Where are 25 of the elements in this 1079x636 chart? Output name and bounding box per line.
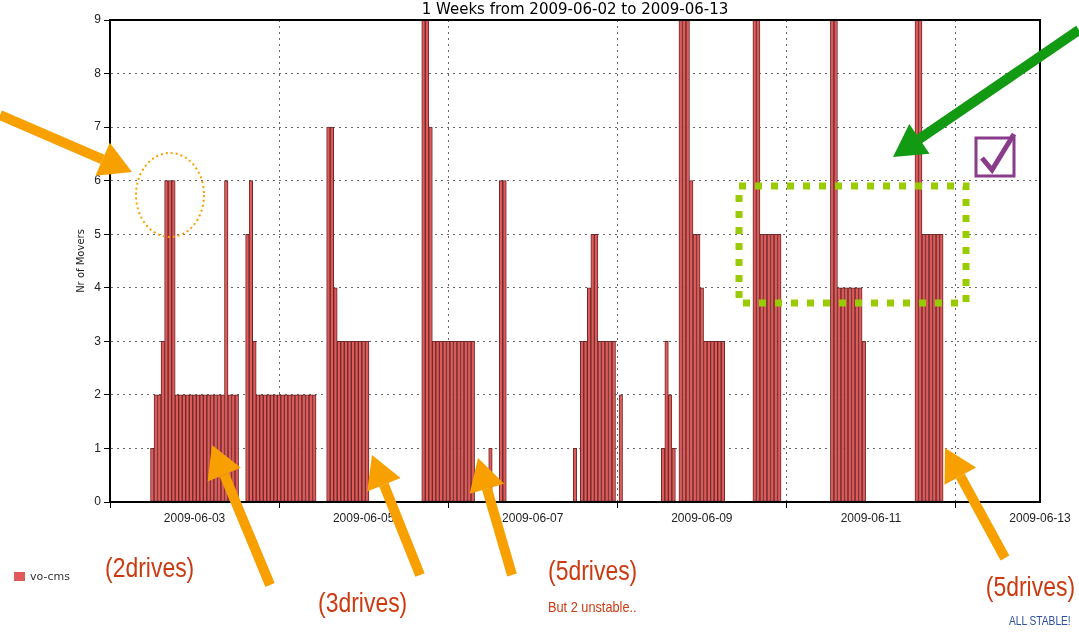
chart-title: 1 Weeks from 2009-06-02 to 2009-06-13	[421, 0, 729, 19]
y-tick-label: 9	[94, 12, 102, 27]
legend-label: vo-cms	[30, 570, 70, 583]
x-tick-label: 2009-06-03	[163, 510, 226, 525]
text: (2drives)	[105, 553, 195, 584]
y-tick-label: 4	[94, 280, 102, 295]
text: (5drives)	[548, 556, 638, 587]
y-tick-label: 5	[94, 226, 102, 241]
y-axis-title: Nr of Movers	[74, 229, 86, 293]
x-tick-label: 2009-06-13	[1009, 510, 1072, 525]
y-tick-label: 0	[94, 494, 102, 509]
x-tick-label: 2009-06-09	[671, 510, 733, 525]
y-tick-label: 1	[94, 440, 102, 455]
text: (5drives)	[985, 572, 1075, 603]
y-tick-label: 6	[94, 172, 102, 187]
y-tick-label: 3	[94, 333, 102, 348]
y-tick-label: 2	[94, 387, 102, 402]
x-tick-label: 2009-06-11	[840, 510, 902, 525]
text: But 2 unstable..	[548, 598, 637, 615]
y-tick-label: 8	[94, 65, 102, 80]
x-tick-label: 2009-06-07	[502, 510, 564, 525]
text: (3drives)	[318, 588, 408, 619]
text: ALL STABLE!	[1009, 614, 1071, 628]
x-tick-label: 2009-06-05	[332, 510, 395, 525]
y-tick-label: 7	[94, 119, 102, 134]
